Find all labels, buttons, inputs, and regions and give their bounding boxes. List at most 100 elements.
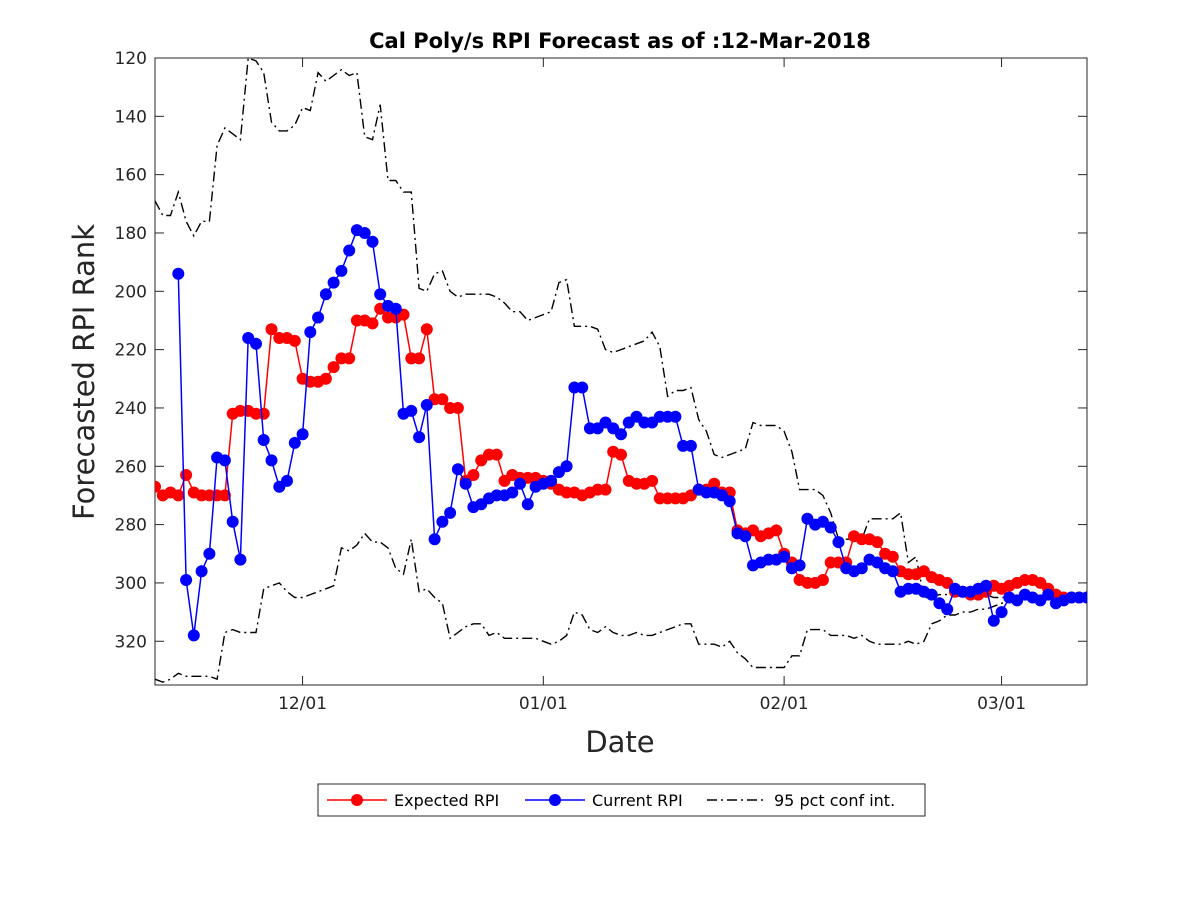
expected-rpi-point — [886, 550, 899, 563]
y-tick-label: 200 — [115, 282, 147, 302]
chart-title: Cal Poly/s RPI Forecast as of :12-Mar-20… — [369, 29, 871, 53]
x-axis-label: Date — [585, 725, 654, 759]
current-rpi-point — [281, 474, 293, 487]
current-rpi-point — [234, 553, 247, 566]
current-rpi-point — [226, 515, 239, 528]
current-rpi-point — [793, 559, 806, 572]
expected-rpi-point — [436, 393, 449, 406]
y-tick-label: 180 — [115, 224, 147, 244]
current-rpi-point — [925, 588, 938, 601]
current-rpi-point — [172, 267, 185, 280]
current-rpi-point — [187, 629, 200, 642]
y-tick-label: 300 — [115, 574, 147, 594]
current-rpi-point — [257, 434, 270, 446]
expected-rpi-point — [155, 480, 161, 493]
x-tick-label: 02/01 — [760, 694, 809, 714]
current-rpi-point — [521, 498, 534, 511]
current-rpi-point — [615, 428, 627, 441]
y-axis-label: Forecasted RPI Rank — [67, 224, 101, 520]
current-rpi-point — [296, 428, 309, 441]
expected-rpi-point — [257, 407, 270, 420]
current-rpi-point — [265, 454, 278, 467]
current-rpi-point — [832, 536, 845, 549]
current-rpi-point — [420, 399, 433, 411]
y-tick-label: 280 — [115, 516, 147, 536]
current-rpi-point — [941, 603, 954, 616]
plot-frame — [154, 57, 1088, 686]
current-rpi-point — [180, 574, 193, 586]
expected-rpi-point — [218, 489, 231, 502]
expected-rpi-point — [816, 574, 829, 586]
current-rpi-point — [824, 521, 837, 534]
expected-rpi-point — [265, 323, 278, 336]
current-rpi-point — [723, 495, 736, 508]
current-rpi-point — [506, 486, 519, 499]
expected-rpi-point — [420, 323, 433, 336]
legend-current-rpi-label: Current RPI — [592, 791, 683, 810]
current-rpi-point — [335, 264, 348, 277]
legend-box — [317, 783, 926, 817]
current-rpi-point — [405, 404, 418, 417]
y-tick-label: 160 — [115, 166, 147, 186]
expected-rpi-point — [451, 402, 464, 414]
current-rpi-point — [451, 463, 464, 476]
expected-rpi-point — [288, 334, 301, 347]
expected-rpi-point — [319, 372, 332, 385]
current-rpi-point — [436, 515, 449, 528]
y-tick-label: 320 — [115, 632, 147, 652]
current-rpi-point — [304, 326, 317, 339]
current-rpi-point — [366, 235, 379, 248]
current-rpi-point — [195, 565, 208, 578]
current-rpi-point — [288, 436, 301, 449]
plot-area — [154, 57, 1088, 686]
expected-rpi-point — [172, 489, 185, 502]
current-rpi-point — [459, 477, 472, 490]
y-tick-label: 260 — [115, 457, 147, 477]
current-rpi-point — [327, 276, 340, 289]
current-rpi-point — [444, 506, 457, 519]
current-rpi-point — [545, 474, 558, 487]
expected-rpi-point — [646, 474, 659, 487]
x-tick-label: 01/01 — [519, 694, 568, 714]
current-rpi-point — [684, 439, 697, 452]
ci-lower-line — [155, 532, 1087, 683]
current-rpi-point — [576, 381, 589, 394]
legend-current-rpi-marker — [549, 794, 561, 806]
x-tick-label: 12/01 — [278, 694, 327, 714]
expected-rpi-point — [615, 448, 627, 461]
legend: Expected RPI Current RPI 95 pct conf int. — [317, 783, 926, 817]
current-rpi-point — [987, 614, 1000, 627]
y-tick-label: 220 — [115, 341, 147, 361]
expected-rpi-point — [490, 448, 503, 461]
y-tick-label: 140 — [115, 107, 147, 127]
current-rpi-point — [250, 337, 262, 350]
current-rpi-point — [218, 454, 231, 467]
current-rpi-point — [319, 288, 332, 301]
current-rpi-point — [374, 288, 387, 301]
x-axis: 12/01 01/01 02/01 03/01 — [278, 58, 1026, 714]
current-rpi-point — [358, 227, 371, 239]
expected-rpi-point — [366, 317, 379, 330]
current-rpi-point — [312, 311, 325, 324]
current-rpi-point — [739, 530, 752, 543]
legend-conf-int-label: 95 pct conf int. — [774, 791, 895, 810]
current-rpi-point — [995, 606, 1008, 619]
current-rpi-point — [886, 565, 899, 578]
expected-rpi-point — [413, 352, 426, 365]
expected-rpi-point — [343, 352, 356, 365]
legend-expected-rpi-marker — [351, 794, 363, 806]
y-tick-label: 120 — [115, 49, 147, 69]
current-rpi-point — [203, 547, 216, 560]
expected-rpi-point — [180, 469, 193, 481]
current-rpi-point — [389, 302, 402, 315]
current-rpi-point — [428, 533, 441, 546]
expected-rpi-point — [871, 536, 884, 549]
expected-rpi-point — [599, 483, 612, 496]
expected-rpi-point — [327, 361, 340, 374]
current-rpi-point — [1081, 591, 1087, 604]
current-rpi-point — [855, 562, 868, 575]
current-rpi-point — [413, 431, 426, 444]
y-axis: 120 140 160 180 200 220 240 260 280 300 320 — [115, 49, 1087, 652]
current-rpi-point — [669, 410, 682, 423]
